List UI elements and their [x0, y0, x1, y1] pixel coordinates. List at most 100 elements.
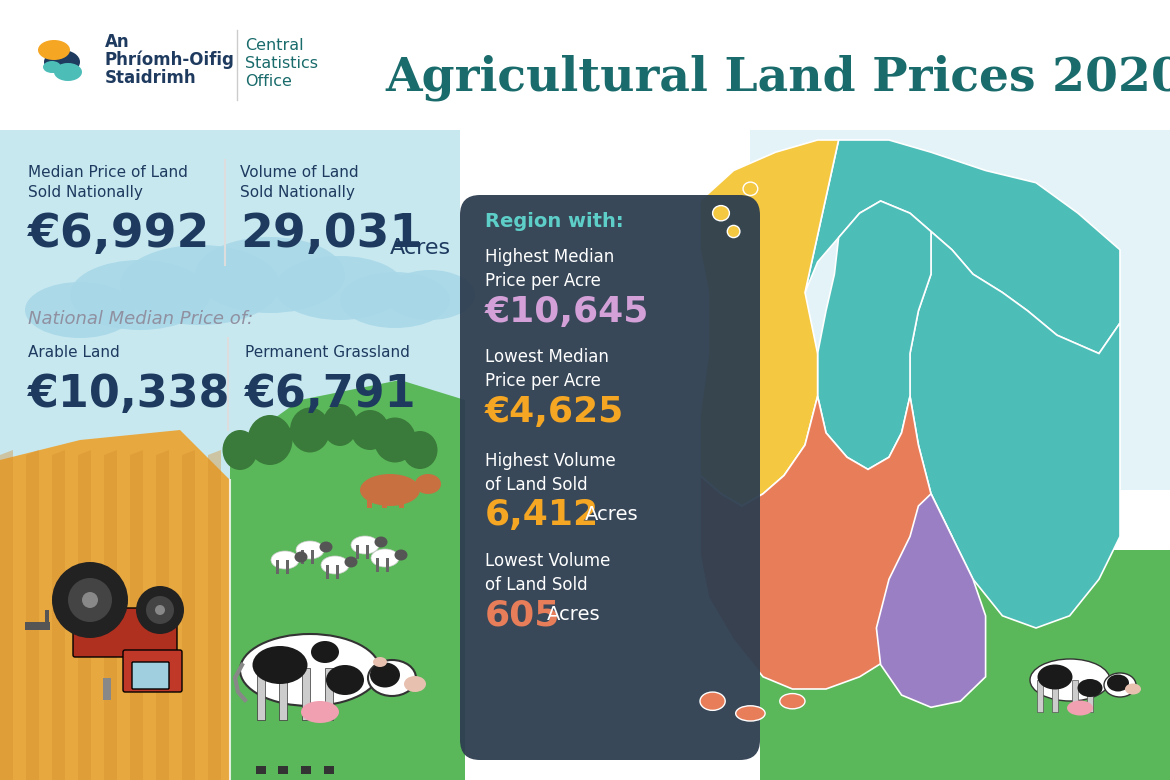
Circle shape	[136, 586, 184, 634]
Text: Phríomh-Oifig: Phríomh-Oifig	[105, 51, 235, 69]
Ellipse shape	[351, 536, 379, 554]
Text: 29,031: 29,031	[240, 212, 422, 257]
Text: Central: Central	[245, 37, 304, 52]
FancyBboxPatch shape	[132, 662, 168, 689]
Ellipse shape	[370, 662, 400, 687]
Text: Highest Volume
of Land Sold: Highest Volume of Land Sold	[486, 452, 615, 494]
Circle shape	[51, 562, 128, 638]
Circle shape	[68, 578, 112, 622]
Text: 605: 605	[486, 598, 560, 632]
FancyBboxPatch shape	[123, 650, 183, 692]
Bar	[325, 668, 333, 720]
Bar	[0, 0, 460, 500]
Ellipse shape	[1126, 683, 1141, 694]
Ellipse shape	[340, 272, 450, 328]
Ellipse shape	[1104, 673, 1136, 697]
Polygon shape	[876, 494, 985, 707]
Text: Staidrimh: Staidrimh	[105, 69, 197, 87]
Ellipse shape	[271, 551, 300, 569]
Text: €6,791: €6,791	[245, 373, 417, 416]
Ellipse shape	[121, 245, 280, 325]
Ellipse shape	[1107, 675, 1129, 692]
Bar	[278, 766, 288, 774]
Ellipse shape	[385, 270, 475, 320]
Bar	[257, 668, 264, 720]
Polygon shape	[156, 450, 168, 780]
Bar	[44, 610, 49, 624]
Ellipse shape	[54, 63, 82, 81]
Bar	[1072, 680, 1078, 712]
Ellipse shape	[70, 260, 209, 330]
Bar	[326, 565, 329, 579]
Circle shape	[154, 605, 165, 615]
Bar	[0, 380, 460, 500]
Bar	[356, 545, 359, 559]
Ellipse shape	[323, 404, 358, 446]
Polygon shape	[1000, 660, 1170, 780]
Polygon shape	[910, 232, 1120, 628]
Text: Arable Land: Arable Land	[28, 345, 119, 360]
Ellipse shape	[326, 665, 364, 695]
Text: €10,645: €10,645	[486, 295, 649, 329]
Ellipse shape	[25, 282, 135, 338]
Bar	[381, 490, 387, 508]
Polygon shape	[183, 450, 195, 780]
Polygon shape	[0, 450, 13, 780]
Ellipse shape	[195, 237, 345, 313]
Bar	[276, 560, 278, 574]
Bar	[324, 766, 333, 774]
Bar	[399, 490, 404, 508]
Bar	[103, 678, 111, 700]
Ellipse shape	[415, 474, 441, 494]
Polygon shape	[700, 396, 952, 689]
Text: Lowest Volume
of Land Sold: Lowest Volume of Land Sold	[486, 552, 611, 594]
Text: Statistics: Statistics	[245, 55, 318, 70]
Bar	[750, 0, 1170, 490]
Text: Region with:: Region with:	[486, 212, 624, 231]
Bar	[336, 565, 339, 579]
Bar	[0, 400, 460, 780]
Text: €10,338: €10,338	[28, 373, 230, 416]
Text: Lowest Median
Price per Acre: Lowest Median Price per Acre	[486, 348, 608, 389]
Ellipse shape	[961, 600, 1170, 680]
Ellipse shape	[369, 660, 417, 696]
Ellipse shape	[321, 556, 349, 574]
Ellipse shape	[344, 556, 358, 568]
Ellipse shape	[374, 417, 417, 463]
Ellipse shape	[1078, 679, 1102, 697]
Text: Median Price of Land
Sold Nationally: Median Price of Land Sold Nationally	[28, 165, 188, 200]
Bar	[0, 0, 1170, 130]
Text: 6,412: 6,412	[486, 498, 599, 532]
Polygon shape	[818, 201, 931, 470]
Ellipse shape	[1038, 665, 1073, 690]
Bar	[285, 560, 289, 574]
Ellipse shape	[743, 182, 758, 196]
Ellipse shape	[1030, 659, 1110, 701]
Polygon shape	[130, 450, 143, 780]
Ellipse shape	[371, 549, 399, 567]
Text: Highest Median
Price per Acre: Highest Median Price per Acre	[486, 248, 614, 289]
Ellipse shape	[404, 676, 426, 692]
Bar	[256, 766, 266, 774]
Polygon shape	[805, 140, 1120, 353]
Text: Office: Office	[245, 73, 291, 88]
Text: Agricultural Land Prices 2020: Agricultural Land Prices 2020	[386, 55, 1170, 101]
Ellipse shape	[1067, 700, 1093, 715]
Circle shape	[146, 596, 174, 624]
Circle shape	[82, 592, 98, 608]
Ellipse shape	[248, 415, 292, 465]
Text: €6,992: €6,992	[28, 212, 211, 257]
Ellipse shape	[351, 410, 388, 450]
Ellipse shape	[373, 657, 387, 667]
Polygon shape	[208, 450, 221, 780]
Ellipse shape	[296, 541, 324, 559]
FancyBboxPatch shape	[73, 608, 177, 657]
Ellipse shape	[301, 701, 339, 723]
Ellipse shape	[319, 541, 332, 552]
FancyBboxPatch shape	[460, 195, 760, 760]
Bar	[1037, 680, 1042, 712]
Polygon shape	[230, 380, 464, 780]
Text: €4,625: €4,625	[486, 395, 625, 429]
Bar	[386, 558, 388, 572]
Bar	[750, 0, 1170, 780]
